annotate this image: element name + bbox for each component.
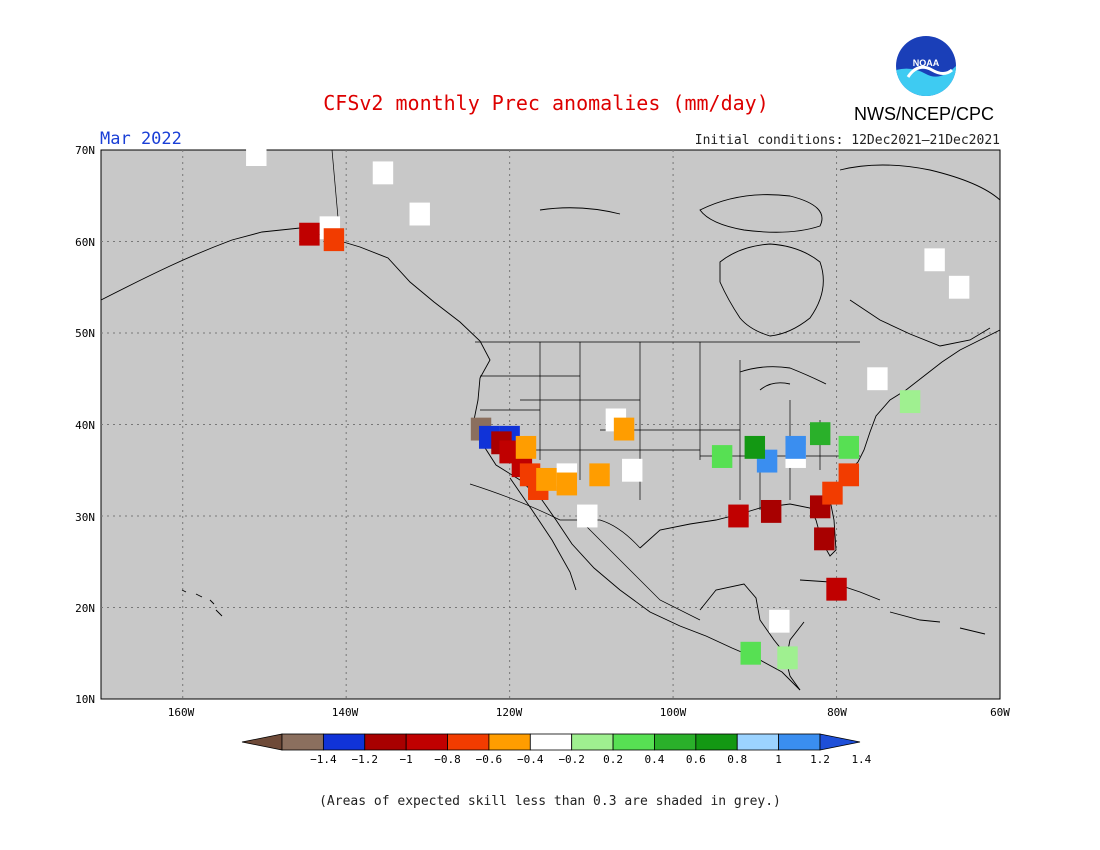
colorbar-cell	[695, 733, 738, 751]
lat-tick-20n: 20N	[75, 602, 95, 615]
colorbar-arrow-high	[819, 733, 861, 751]
colorbar-cell	[736, 733, 780, 751]
axis-tick-labels: 70N 60N 50N 40N 30N 20N 10N 160W 140W 12…	[75, 144, 1010, 719]
map-title: CFSv2 monthly Prec anomalies (mm/day)	[323, 91, 769, 115]
agency-label: NWS/NCEP/CPC	[854, 104, 994, 124]
anomaly-patch	[711, 445, 733, 468]
colorbar-cell	[571, 733, 614, 751]
logo-text: NOAA	[913, 58, 940, 68]
anomaly-patch	[838, 435, 860, 459]
colorbar-cell	[322, 733, 366, 751]
anomaly-patch	[744, 435, 766, 459]
colorbar-cell	[488, 733, 531, 751]
anomaly-patch	[777, 646, 798, 670]
colorbar-tick-label: 1.2	[810, 753, 830, 766]
lon-tick-100w: 100W	[660, 706, 687, 719]
anomaly-patch	[838, 463, 860, 487]
anomaly-patch	[740, 641, 761, 665]
anomaly-overlay	[246, 143, 970, 670]
colorbar-arrow-low	[241, 733, 283, 751]
anomaly-patch	[515, 435, 537, 459]
lat-tick-10n: 10N	[75, 693, 95, 706]
near-zero-patch	[577, 504, 598, 528]
lat-tick-40n: 40N	[75, 419, 95, 432]
colorbar-cell	[778, 733, 821, 751]
colorbar-cell	[281, 733, 324, 751]
lat-tick-50n: 50N	[75, 327, 95, 340]
colorbar: −1.4 −1.2 −1 −0.8 −0.6 −0.4 −0.2 0.2 0.4 0.6 0.8 1 1…	[241, 733, 872, 766]
colorbar-tick-label: 0.6	[686, 753, 706, 766]
colorbar-tick-label: 1.4	[851, 753, 871, 766]
anomaly-patch	[589, 463, 610, 487]
near-zero-patch	[372, 161, 394, 185]
colorbar-cell	[612, 733, 655, 751]
anomaly-patch	[299, 222, 320, 246]
colorbar-cell	[529, 733, 573, 751]
initial-conditions-label: Initial conditions: 12Dec2021–21Dec2021	[695, 133, 1000, 148]
lat-tick-60n: 60N	[75, 236, 95, 249]
anomaly-patch	[899, 390, 921, 414]
colorbar-cell	[447, 733, 490, 751]
noaa-logo: NOAA	[896, 36, 956, 96]
colorbar-tick-label: −0.8	[434, 753, 461, 766]
colorbar-tick-label: 1	[775, 753, 782, 766]
colorbar-tick-label: −1.4	[310, 753, 337, 766]
anomaly-patch	[556, 472, 578, 496]
near-zero-patch	[246, 143, 267, 167]
graticule	[101, 150, 1000, 699]
colorbar-tick-label: 0.2	[603, 753, 623, 766]
anomaly-patch	[613, 417, 635, 441]
anomaly-patch	[814, 527, 835, 551]
colorbar-tick-label: −0.4	[517, 753, 544, 766]
anomaly-patch	[822, 481, 843, 505]
valid-month-label: Mar 2022	[100, 129, 182, 149]
colorbar-tick-label: −1	[400, 753, 413, 766]
map-background	[100, 149, 1001, 700]
colorbar-tick-label: −0.2	[558, 753, 585, 766]
anomaly-patch	[809, 422, 831, 446]
near-zero-patch	[769, 609, 790, 633]
lon-tick-60w: 60W	[990, 706, 1010, 719]
colorbar-tick-label: −1.2	[352, 753, 379, 766]
anomaly-patch	[826, 577, 847, 601]
lat-tick-70n: 70N	[75, 144, 95, 157]
lon-tick-140w: 140W	[332, 706, 359, 719]
lat-tick-30n: 30N	[75, 511, 95, 524]
near-zero-patch	[409, 202, 430, 226]
colorbar-tick-label: 0.4	[645, 753, 665, 766]
footnote: (Areas of expected skill less than 0.3 a…	[319, 794, 781, 809]
anomaly-patch	[760, 499, 782, 523]
colorbar-cell	[364, 733, 407, 751]
anomaly-patch	[536, 467, 557, 491]
colorbar-tick-label: 0.8	[727, 753, 747, 766]
near-zero-patch	[924, 248, 945, 272]
lon-tick-80w: 80W	[827, 706, 847, 719]
anomaly-patch	[728, 504, 749, 528]
near-zero-patch	[867, 367, 888, 391]
colorbar-tick-label: −0.6	[476, 753, 503, 766]
colorbar-cell	[654, 733, 697, 751]
anomaly-patch	[323, 228, 345, 252]
lon-tick-160w: 160W	[168, 706, 195, 719]
near-zero-patch	[948, 275, 970, 299]
colorbar-cell	[405, 733, 448, 751]
near-zero-patch	[622, 458, 643, 482]
map-panel: 70N 60N 50N 40N 30N 20N 10N 160W 140W 12…	[75, 143, 1010, 719]
anomaly-patch	[785, 435, 806, 459]
lon-tick-120w: 120W	[496, 706, 523, 719]
